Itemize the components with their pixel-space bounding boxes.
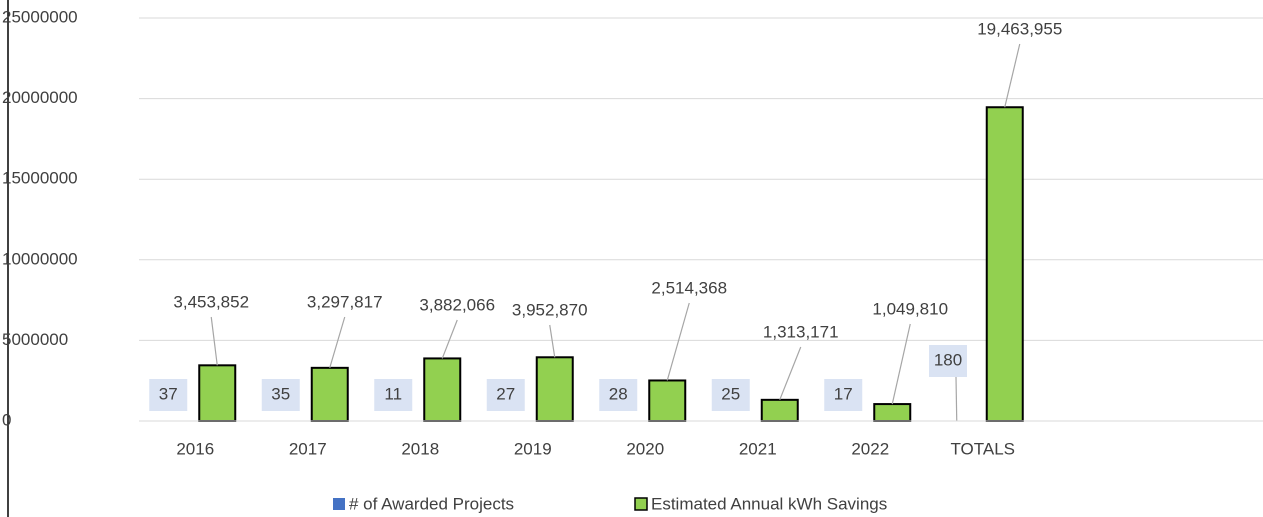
data-label: 27	[496, 384, 515, 403]
x-tick-label: 2017	[289, 439, 327, 458]
data-label: 3,297,817	[307, 292, 383, 311]
leader-line	[1004, 43, 1021, 108]
leader-line	[549, 324, 556, 358]
y-tick-label: 20000000	[2, 88, 78, 107]
data-label-box	[711, 379, 750, 411]
data-label-box	[824, 379, 863, 411]
x-tick-label: 2022	[851, 439, 889, 458]
x-tick-label: 2021	[739, 439, 777, 458]
legend-label: # of Awarded Projects	[349, 494, 514, 513]
leader-line	[666, 302, 690, 381]
y-tick-label: 5000000	[2, 330, 68, 349]
data-label: 19,463,955	[977, 19, 1062, 38]
y-tick-label: 0	[2, 410, 11, 429]
data-label-box	[374, 379, 413, 411]
data-label: 35	[271, 384, 290, 403]
x-tick-label: 2020	[626, 439, 664, 458]
data-label-box	[929, 345, 967, 377]
x-tick-label: 2018	[401, 439, 439, 458]
leader-line	[210, 316, 218, 366]
data-label: 3,453,852	[173, 292, 249, 311]
y-tick-label: 15000000	[2, 169, 78, 188]
bar	[873, 403, 912, 422]
leader-line	[955, 376, 958, 422]
leader-line	[779, 346, 802, 401]
bar	[310, 366, 349, 423]
bar	[985, 106, 1024, 422]
data-label: 11	[384, 384, 402, 403]
data-label-box	[486, 379, 525, 411]
bar	[535, 356, 574, 422]
leader-line	[329, 316, 346, 369]
x-tick-label: 2019	[514, 439, 552, 458]
data-label: 3,952,870	[512, 300, 588, 319]
legend-swatch	[634, 497, 648, 511]
data-label-box	[261, 379, 300, 411]
data-label-box	[599, 379, 638, 411]
data-label: 17	[834, 384, 853, 403]
bar	[648, 379, 687, 422]
bar	[198, 364, 237, 423]
data-label: 2,514,368	[651, 278, 727, 297]
legend-swatch	[333, 498, 345, 510]
x-tick-label: TOTALS	[950, 439, 1015, 458]
bar	[423, 357, 462, 422]
data-label: 28	[609, 384, 628, 403]
data-label: 25	[721, 384, 740, 403]
data-label: 180	[934, 350, 962, 369]
x-tick-label: 2016	[176, 439, 214, 458]
leader-line	[891, 323, 911, 405]
data-label: 1,313,171	[763, 322, 839, 341]
bar	[760, 398, 799, 423]
data-label: 37	[159, 384, 178, 403]
y-tick-label: 25000000	[2, 7, 78, 26]
data-label: 3,882,066	[419, 295, 495, 314]
data-label: 1,049,810	[872, 299, 948, 318]
chart-frame	[7, 0, 9, 517]
legend-label: Estimated Annual kWh Savings	[651, 494, 887, 513]
leader-line	[441, 319, 458, 359]
data-label-box	[149, 379, 188, 411]
y-tick-label: 10000000	[2, 249, 78, 268]
